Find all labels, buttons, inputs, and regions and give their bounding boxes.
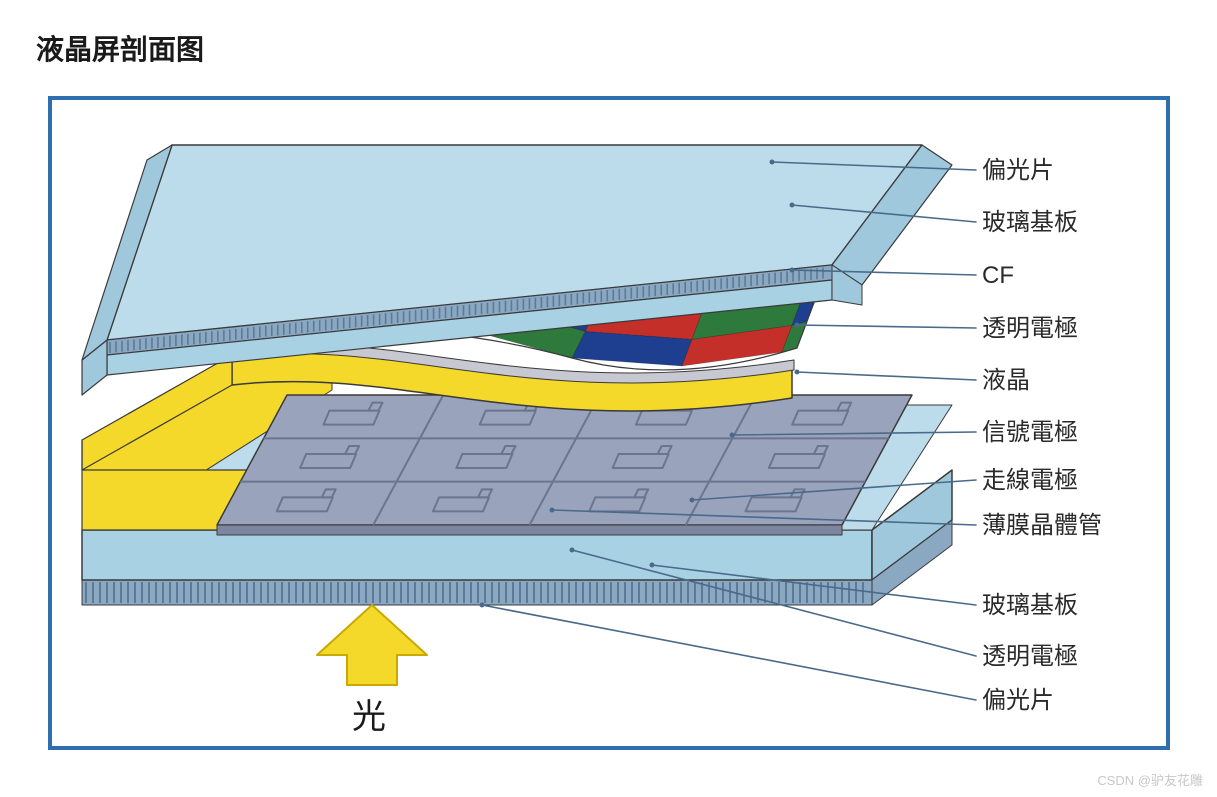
diagram-frame: 光偏光片玻璃基板CF透明電極液晶信號電極走線電極薄膜晶體管玻璃基板透明電極偏光片 (48, 96, 1170, 750)
layer-label: 偏光片 (982, 157, 1054, 184)
light-label: 光 (352, 698, 386, 736)
layer-label: 走線電極 (982, 467, 1078, 494)
layer-label: CF (982, 262, 1014, 289)
top-substrate (82, 145, 952, 395)
page-title: 液晶屏剖面图 (36, 28, 204, 68)
layer-label: 玻璃基板 (982, 209, 1078, 236)
layer-label: 玻璃基板 (982, 592, 1078, 619)
diagram-area: 光偏光片玻璃基板CF透明電極液晶信號電極走線電極薄膜晶體管玻璃基板透明電極偏光片 (52, 100, 1166, 746)
watermark: CSDN @驴友花雕 (1097, 770, 1203, 789)
layer-label: 薄膜晶體管 (982, 512, 1102, 539)
light-arrow: 光 (317, 605, 427, 736)
lcd-cross-section-diagram: 光偏光片玻璃基板CF透明電極液晶信號電極走線電極薄膜晶體管玻璃基板透明電極偏光片 (52, 100, 1166, 746)
layer-label: 透明電極 (982, 643, 1078, 670)
layer-label: 液晶 (982, 367, 1030, 394)
layer-label: 透明電極 (982, 315, 1078, 342)
layer-label: 信號電極 (982, 419, 1078, 446)
tft-panel (217, 395, 912, 535)
layer-label: 偏光片 (982, 687, 1054, 714)
